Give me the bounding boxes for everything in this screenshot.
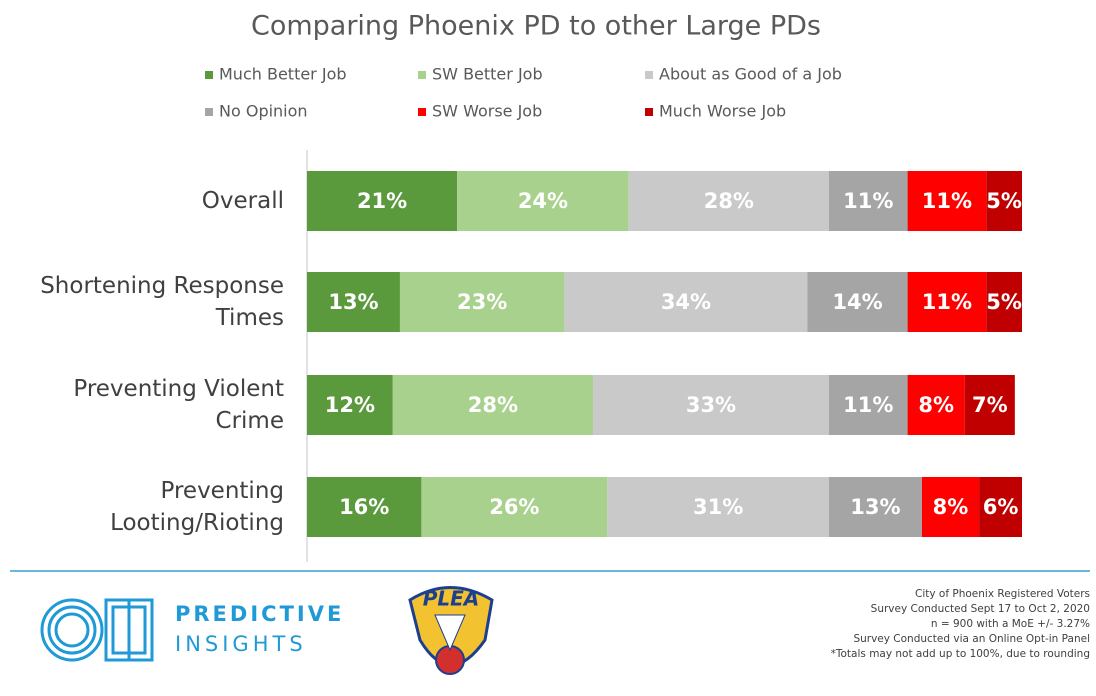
bar-segment xyxy=(986,171,1022,231)
footnote: Survey Conducted via an Online Opt-in Pa… xyxy=(853,633,1090,645)
legend-swatch xyxy=(645,108,653,116)
legend-swatch xyxy=(645,71,653,79)
data-label: 11% xyxy=(843,393,893,417)
footnote: n = 900 with a MoE +/- 3.27% xyxy=(931,618,1090,630)
category-label: Shortening Response Times xyxy=(40,273,284,331)
chart-title: Comparing Phoenix PD to other Large PDs xyxy=(251,11,821,42)
legend-label: Much Better Job xyxy=(219,65,347,84)
legend-label: About as Good of a Job xyxy=(659,65,842,84)
bar-segment xyxy=(307,375,393,435)
bar-segment xyxy=(457,171,629,231)
data-label: 24% xyxy=(518,189,568,213)
data-label: 28% xyxy=(704,189,754,213)
legend-swatch xyxy=(418,108,426,116)
bar-segment xyxy=(307,272,400,332)
data-label: 5% xyxy=(986,290,1022,314)
data-label: 7% xyxy=(972,393,1008,417)
data-label: 8% xyxy=(933,495,969,519)
footnote: *Totals may not add up to 100%, due to r… xyxy=(831,648,1090,660)
data-label: 28% xyxy=(468,393,518,417)
bar-segment xyxy=(907,272,987,332)
legend-label: SW Worse Job xyxy=(432,102,542,121)
bar-segment xyxy=(307,171,458,231)
brand-line: INSIGHTS xyxy=(175,632,307,656)
bar-segment xyxy=(979,477,1022,537)
data-label: 16% xyxy=(339,495,389,519)
data-label: 33% xyxy=(686,393,736,417)
bar-segment xyxy=(421,477,608,537)
bar-segment xyxy=(964,375,1015,435)
category-label: Overall xyxy=(201,188,284,214)
footnote: City of Phoenix Registered Voters xyxy=(915,588,1090,600)
legend-swatch xyxy=(205,108,213,116)
bar-segment xyxy=(392,375,593,435)
data-label: 34% xyxy=(661,290,711,314)
bar-segment xyxy=(921,477,980,537)
data-label: 13% xyxy=(850,495,900,519)
bar-segment xyxy=(607,477,829,537)
bar-segment xyxy=(399,272,565,332)
bar-segment xyxy=(593,375,829,435)
category-label: Preventing Looting/Rioting xyxy=(110,478,284,536)
bar-segment xyxy=(307,477,422,537)
bar-segment xyxy=(907,171,987,231)
bar-segment xyxy=(564,272,808,332)
bar-segment xyxy=(986,272,1022,332)
data-label: 11% xyxy=(922,290,972,314)
data-label: 31% xyxy=(693,495,743,519)
data-label: 23% xyxy=(457,290,507,314)
data-label: 14% xyxy=(832,290,882,314)
legend-label: Much Worse Job xyxy=(659,102,786,121)
brand-line: PREDICTIVE xyxy=(175,602,344,626)
data-label: 13% xyxy=(328,290,378,314)
bar-segment xyxy=(828,375,908,435)
category-label: Preventing Violent Crime xyxy=(73,376,284,434)
bar-segment xyxy=(807,272,908,332)
data-label: 11% xyxy=(922,189,972,213)
legend-swatch xyxy=(418,71,426,79)
legend-label: SW Better Job xyxy=(432,65,543,84)
footnote: Survey Conducted Sept 17 to Oct 2, 2020 xyxy=(871,603,1090,615)
bar-segment xyxy=(907,375,965,435)
data-label: 6% xyxy=(983,495,1019,519)
data-label: 21% xyxy=(357,189,407,213)
bar-segment xyxy=(828,171,908,231)
data-label: 11% xyxy=(843,189,893,213)
bar-segment xyxy=(828,477,922,537)
plea-logo xyxy=(408,586,494,675)
bar-segment xyxy=(628,171,829,231)
data-label: 5% xyxy=(986,189,1022,213)
legend-label: No Opinion xyxy=(219,102,308,121)
data-label: 8% xyxy=(918,393,954,417)
logo-text: PLEA xyxy=(423,587,480,611)
legend-swatch xyxy=(205,71,213,79)
data-label: 26% xyxy=(489,495,539,519)
oh-logo xyxy=(40,598,154,662)
data-label: 12% xyxy=(325,393,375,417)
